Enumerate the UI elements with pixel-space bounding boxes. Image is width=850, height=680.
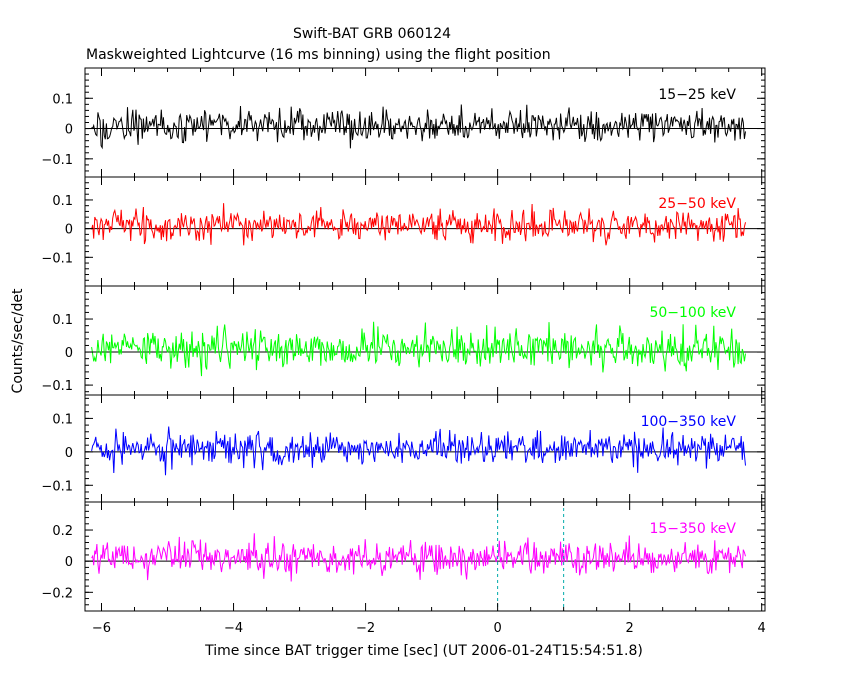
y-tick-label: −0.1 <box>41 479 73 494</box>
x-tick-label: −6 <box>92 621 111 636</box>
panel-frame <box>84 67 766 178</box>
band-label: 15−350 keV <box>649 521 736 537</box>
panels-group: −0.1 0 0.1 15−25 keV −0.1 0 0.1 25−50 keV −0.1 0 0… <box>41 67 766 636</box>
y-tick-label: 0.1 <box>52 313 73 328</box>
panel-3: −0.1 0 0.1 50−100 keV <box>41 285 766 396</box>
series-line <box>91 104 746 150</box>
x-tick-label: −2 <box>356 621 375 636</box>
series-line <box>91 321 746 377</box>
y-axis-label: Counts/sec/det <box>10 288 26 393</box>
panel-5: −0.2 0 0.2 15−350 keV <box>41 501 766 612</box>
x-axis-label: Time since BAT trigger time [sec] (UT 20… <box>204 643 643 659</box>
y-tick-label: 0 <box>65 446 73 461</box>
y-tick-label: 0.1 <box>52 92 73 107</box>
y-tick-label: 0.1 <box>52 412 73 427</box>
series-line <box>91 426 746 476</box>
x-tick-label: 4 <box>758 621 766 636</box>
y-tick-label: −0.1 <box>41 153 73 168</box>
series-line <box>91 533 746 582</box>
y-tick-label: 0.2 <box>52 524 73 539</box>
y-tick-label: −0.1 <box>41 251 73 266</box>
y-tick-label: −0.2 <box>41 586 73 601</box>
band-label: 50−100 keV <box>649 305 736 321</box>
band-label: 100−350 keV <box>641 414 737 430</box>
panel-4: −0.1 0 0.1 100−350 keV <box>41 394 766 503</box>
panel-2: −0.1 0 0.1 25−50 keV <box>41 176 766 287</box>
chart-subtitle: Maskweighted Lightcurve (16 ms binning) … <box>86 47 551 63</box>
y-tick-label: −0.1 <box>41 379 73 394</box>
band-label: 25−50 keV <box>658 196 736 212</box>
x-tick-label: −4 <box>224 621 243 636</box>
series-line <box>91 203 746 246</box>
panel-frame <box>84 285 766 396</box>
y-tick-label: 0.1 <box>52 194 73 209</box>
y-tick-label: 0 <box>65 346 73 361</box>
y-tick-label: 0 <box>65 123 73 138</box>
x-tick-label: 0 <box>493 621 501 636</box>
panel-1: −0.1 0 0.1 15−25 keV <box>41 67 766 178</box>
band-label: 15−25 keV <box>658 87 736 103</box>
panel-frame <box>84 501 766 612</box>
chart-title: Swift-BAT GRB 060124 <box>293 26 451 42</box>
x-tick-label: 2 <box>626 621 634 636</box>
y-tick-label: 0 <box>65 223 73 238</box>
y-tick-label: 0 <box>65 555 73 570</box>
